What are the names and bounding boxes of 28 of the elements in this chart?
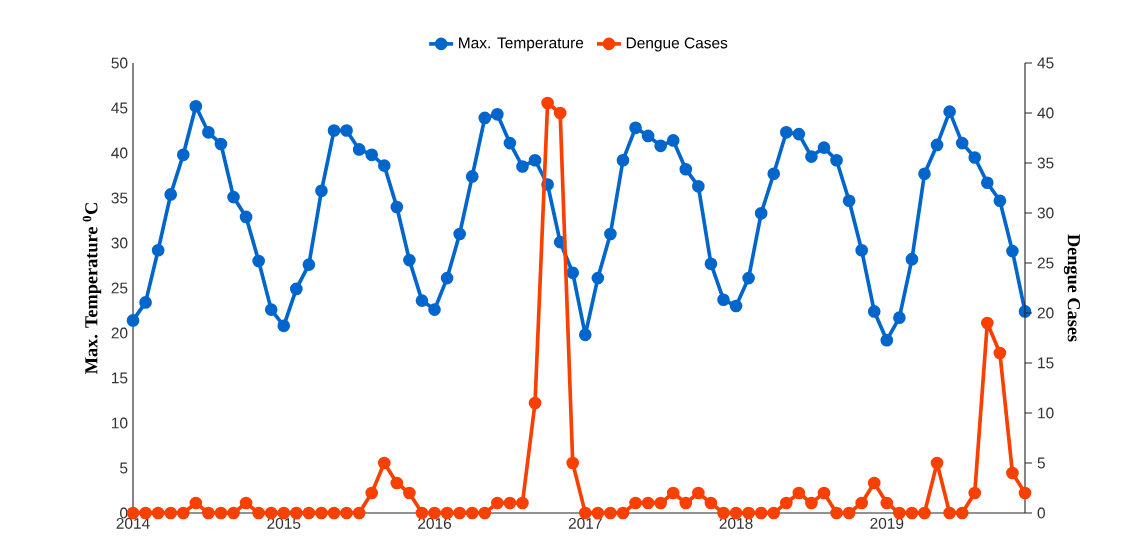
x-tick-label: 2014	[116, 517, 150, 529]
y2-tick-label: 35	[1037, 157, 1054, 169]
y2-tick-label: 5	[1037, 457, 1045, 469]
y2-tick-label: 30	[1037, 207, 1054, 219]
x-tick-label: 2019	[870, 517, 904, 529]
y-tick-label: 5	[120, 462, 128, 474]
y2-tick-label: 15	[1038, 357, 1054, 369]
y2-tick-label: 20	[1037, 307, 1054, 319]
legend-label: Max. Temperature	[459, 37, 584, 52]
legend-label: Dengue Cases	[626, 37, 728, 52]
x-tick-label: 2017	[568, 517, 602, 529]
y-tick-label: 10	[112, 417, 128, 429]
y-tick-label: 30	[111, 237, 128, 249]
y2-tick-label: 45	[1037, 57, 1054, 69]
y2-tick-label: 0	[1037, 507, 1045, 519]
y-tick-label: 50	[111, 57, 128, 69]
y-tick-label: 15	[112, 372, 128, 384]
y2-tick-label: 40	[1037, 107, 1054, 119]
y2-axis-title: Dengue Cases	[1063, 234, 1080, 342]
y-tick-label: 25	[111, 282, 128, 294]
y2-tick-label: 25	[1037, 257, 1054, 269]
y-tick-label: 20	[111, 327, 128, 339]
y-tick-label: 0	[120, 507, 128, 519]
y-tick-label: 40	[111, 147, 128, 159]
y-tick-label: 45	[111, 102, 128, 114]
y2-tick-label: 10	[1038, 407, 1054, 419]
y-tick-label: 35	[111, 192, 128, 204]
y-axis-title: Max. Temperature $^{0}$C	[82, 203, 102, 374]
